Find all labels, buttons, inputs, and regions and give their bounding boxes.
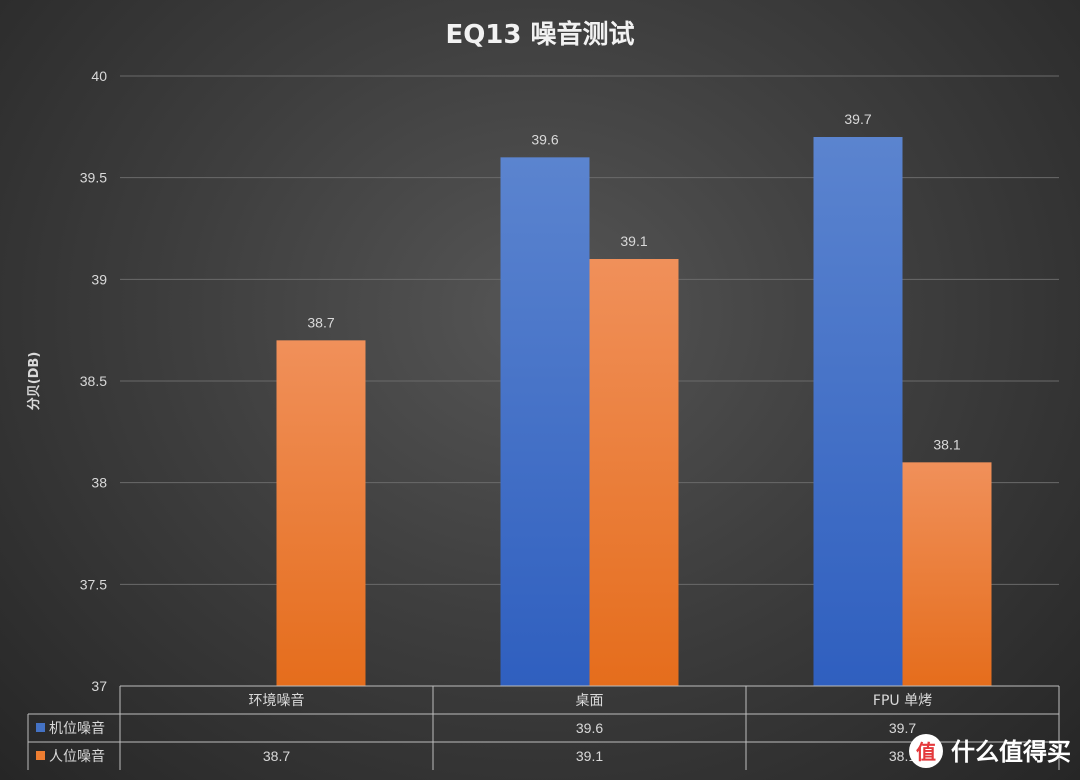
watermark-text: 什么值得买 [951, 738, 1071, 766]
y-tick-label: 39.5 [80, 170, 107, 186]
data-label: 39.6 [531, 131, 558, 147]
bar [500, 157, 590, 687]
data-label: 39.1 [620, 233, 647, 249]
y-tick-label: 37.5 [80, 576, 107, 592]
data-label: 38.1 [933, 436, 960, 452]
y-tick-label: 39 [91, 271, 107, 287]
legend-label: 人位噪音 [49, 748, 105, 765]
y-tick-label: 40 [91, 68, 107, 84]
legend-swatch [36, 723, 45, 732]
legend-label: 机位噪音 [49, 720, 105, 737]
y-axis-label: 分贝(DB) [26, 352, 42, 411]
data-label: 39.7 [844, 111, 871, 127]
table-cell: 39.1 [576, 748, 603, 764]
y-tick-label: 38 [91, 475, 107, 491]
zhi-logo-icon [909, 734, 943, 768]
table-cell: 38.7 [263, 748, 290, 764]
bar [902, 462, 992, 686]
bar [276, 340, 366, 686]
bar [813, 137, 903, 686]
table-cell: 39.7 [889, 720, 916, 736]
y-tick-label: 38.5 [80, 373, 107, 389]
chart-title: EQ13 噪音测试 [445, 19, 634, 50]
table-cell: 39.6 [576, 720, 603, 736]
y-tick-label: 37 [91, 678, 107, 694]
bar [589, 259, 679, 686]
data-label: 38.7 [307, 314, 334, 330]
x-tick-label: 环境噪音 [249, 692, 305, 709]
svg-text:值: 值 [916, 740, 936, 764]
x-tick-label: FPU 单烤 [873, 693, 932, 709]
x-tick-label: 桌面 [576, 693, 604, 709]
legend-swatch [36, 751, 45, 760]
watermark: 值 什么值得买 [909, 734, 1071, 768]
